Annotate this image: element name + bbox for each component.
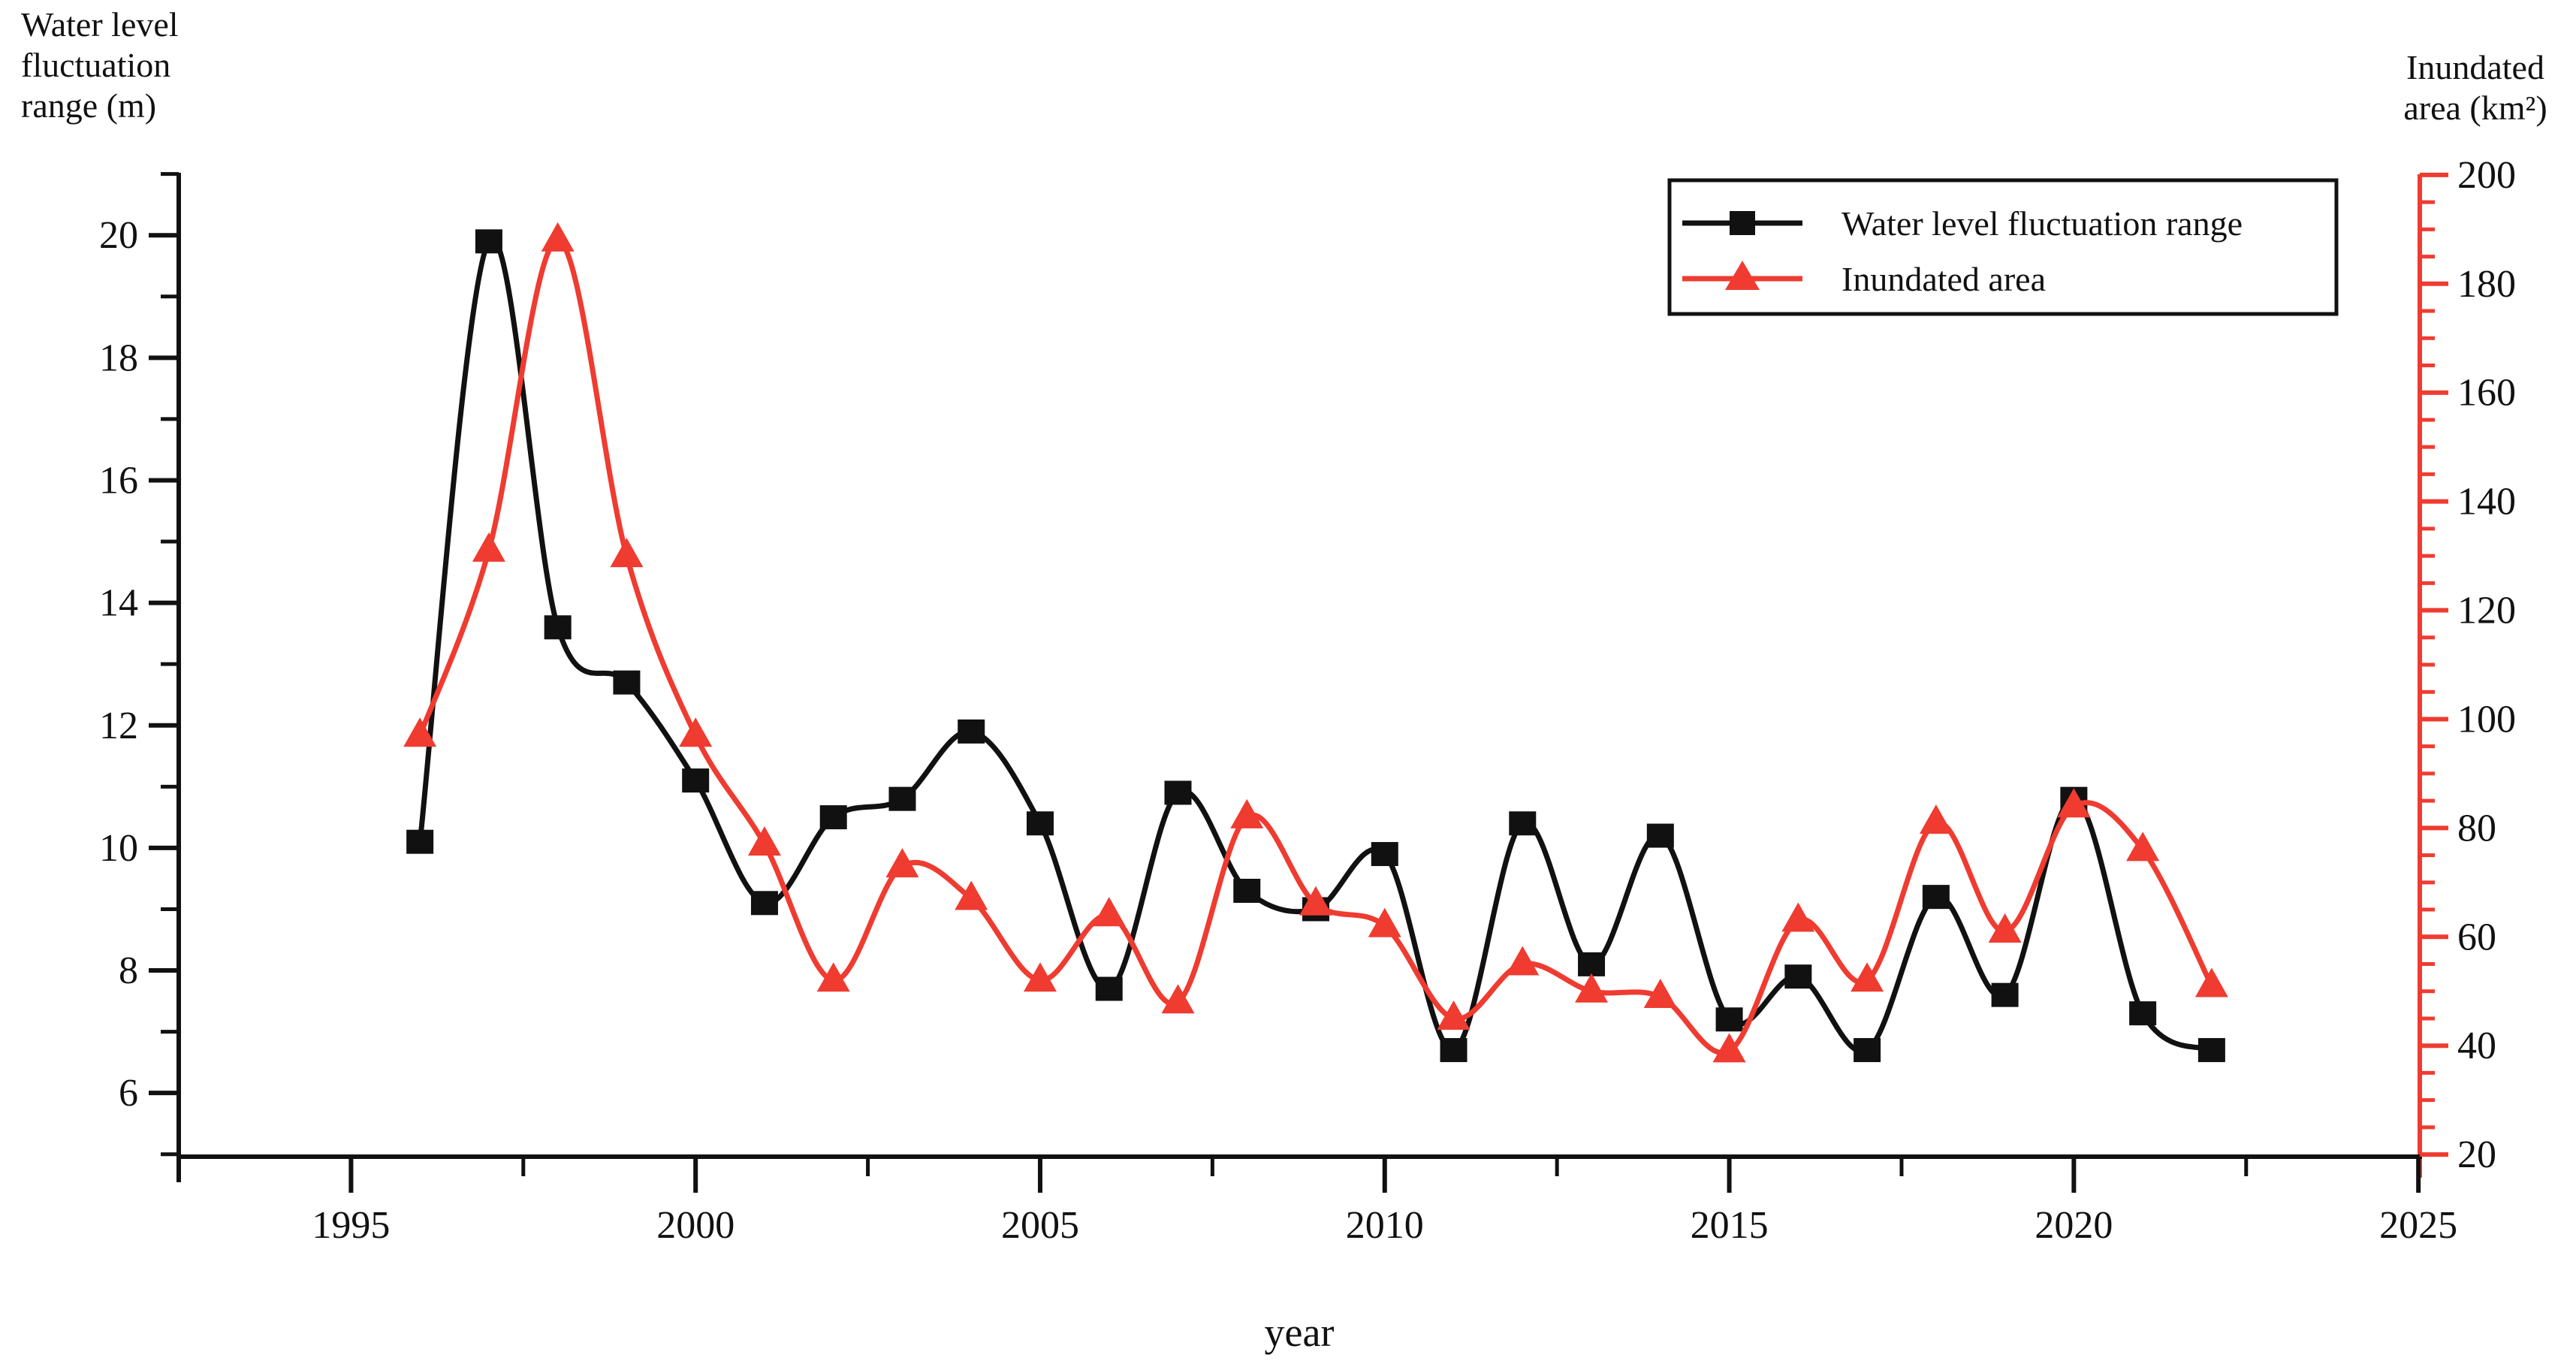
data-point-triangle-marker (1712, 1033, 1746, 1063)
right-axis-tick-label: 200 (2457, 154, 2516, 197)
data-point-square-marker (750, 891, 778, 916)
data-point-square-marker (544, 615, 572, 640)
x-axis-title: year (1265, 1310, 1335, 1355)
left-axis-title-line2: fluctuation (21, 46, 170, 84)
data-point-square-marker (613, 670, 641, 695)
legend-label-water-level: Water level fluctuation range (1842, 204, 2243, 243)
data-point-square-marker (682, 768, 710, 793)
x-axis-tick-label: 2020 (2035, 1204, 2113, 1247)
data-point-square-marker (2197, 1038, 2225, 1063)
left-axis-tick-label: 6 (119, 1072, 138, 1115)
left-axis-tick-label: 20 (99, 214, 138, 257)
left-axis-tick-label: 10 (99, 827, 138, 870)
data-point-square-marker (819, 805, 847, 830)
data-point-square-marker (1646, 823, 1674, 848)
data-point-triangle-marker (1781, 902, 1815, 932)
right-axis-tick-label: 100 (2457, 698, 2516, 741)
data-point-triangle-marker (472, 532, 505, 562)
right-axis-tick-label: 80 (2457, 807, 2496, 849)
data-point-square-marker (1509, 811, 1537, 836)
data-point-triangle-marker (1368, 907, 1401, 937)
legend-entry-water-level: Water level fluctuation range (1682, 204, 2243, 243)
data-point-square-marker (958, 719, 985, 744)
data-point-triangle-marker (1023, 962, 1057, 992)
data-point-square-marker (1578, 952, 1606, 976)
plot-area: 6810121416182020406080100120140160180200… (99, 154, 2516, 1247)
x-axis-tick-label: 2005 (1001, 1204, 1079, 1247)
data-point-square-marker (1233, 878, 1261, 903)
series-curve-water-level (417, 236, 2215, 1055)
data-point-triangle-marker (403, 717, 437, 747)
x-axis-tick-label: 2000 (656, 1204, 734, 1247)
left-axis-tick-label: 8 (119, 949, 138, 992)
right-axis-title-line2: area (km²) (2403, 89, 2547, 127)
legend-square-marker-icon (1730, 211, 1755, 235)
data-point-triangle-marker (1851, 962, 1884, 992)
data-point-square-marker (406, 829, 434, 854)
data-point-triangle-marker (1161, 984, 1195, 1014)
data-point-square-marker (1164, 780, 1192, 805)
right-axis-title: Inundated area (km²) (2403, 48, 2547, 127)
legend-entry-inundated-area: Inundated area (1682, 260, 2046, 298)
x-axis-tick-label: 2015 (1691, 1204, 1769, 1247)
data-point-triangle-marker (1506, 946, 1540, 976)
data-point-triangle-marker (1230, 798, 1264, 828)
data-point-triangle-marker (747, 826, 781, 856)
legend-triangle-marker-icon (1725, 261, 1760, 290)
data-point-square-marker (1371, 842, 1398, 867)
left-axis-title-line3: range (m) (21, 86, 156, 125)
right-axis-tick-label: 40 (2457, 1024, 2496, 1067)
data-point-square-marker (1440, 1038, 1467, 1063)
series-curve-inundated-area (417, 237, 2215, 1056)
data-point-triangle-marker (1437, 1000, 1470, 1030)
data-point-square-marker (2129, 1001, 2157, 1026)
left-axis-title-line1: Water level (21, 5, 179, 44)
x-axis-tick-label: 2025 (2379, 1204, 2457, 1247)
data-point-square-marker (1991, 982, 2019, 1007)
right-axis-tick-label: 20 (2457, 1133, 2496, 1176)
left-axis-tick-label: 12 (99, 705, 138, 747)
data-point-triangle-marker (541, 222, 575, 252)
legend-label-inundated-area: Inundated area (1842, 260, 2046, 298)
data-point-triangle-marker (610, 538, 644, 568)
data-point-triangle-marker (885, 848, 919, 878)
data-point-triangle-marker (1919, 804, 1953, 834)
right-axis-tick-label: 60 (2457, 916, 2496, 958)
left-axis-tick-label: 18 (99, 336, 138, 379)
right-axis-tick-label: 140 (2457, 481, 2516, 524)
legend: Water level fluctuation range Inundated … (1667, 178, 2339, 316)
data-point-triangle-marker (1988, 913, 2022, 943)
data-point-square-marker (475, 229, 502, 254)
data-point-triangle-marker (2194, 967, 2228, 997)
data-point-triangle-marker (955, 880, 988, 910)
right-axis-tick-label: 120 (2457, 590, 2516, 632)
data-point-triangle-marker (1575, 973, 1609, 1003)
right-axis-title-line1: Inundated (2406, 48, 2544, 86)
x-axis-tick-label: 2010 (1346, 1204, 1424, 1247)
data-point-square-marker (1715, 1007, 1743, 1032)
data-point-square-marker (1784, 964, 1812, 989)
data-point-triangle-marker (816, 962, 850, 992)
data-point-triangle-marker (2057, 788, 2091, 818)
legend-box (1667, 178, 2339, 316)
data-point-square-marker (1854, 1038, 1881, 1063)
data-point-triangle-marker (679, 717, 713, 747)
data-point-square-marker (1095, 976, 1123, 1001)
left-axis-tick-label: 16 (99, 459, 138, 502)
right-axis-tick-label: 180 (2457, 263, 2516, 306)
right-axis-tick-label: 160 (2457, 372, 2516, 415)
data-point-square-marker (1922, 885, 1950, 910)
data-point-triangle-marker (2126, 831, 2160, 862)
data-point-triangle-marker (1643, 978, 1677, 1008)
left-axis-title: Water level fluctuation range (m) (21, 5, 179, 125)
data-point-triangle-marker (1299, 886, 1333, 916)
left-axis-tick-label: 14 (99, 582, 138, 625)
data-point-square-marker (888, 786, 916, 811)
data-point-square-marker (1026, 811, 1054, 836)
x-axis-tick-label: 1995 (312, 1204, 390, 1247)
data-point-triangle-marker (1092, 897, 1126, 927)
